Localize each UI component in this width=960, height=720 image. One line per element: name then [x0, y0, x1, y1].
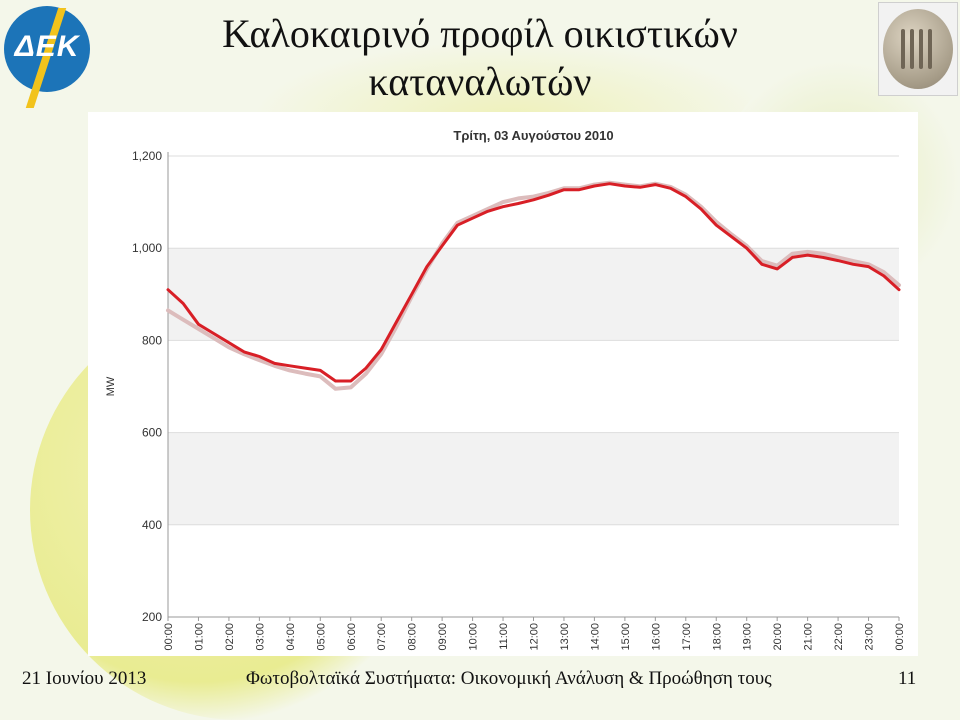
x-tick-label: 20:00 [772, 623, 784, 651]
x-tick-label: 01:00 [193, 623, 205, 651]
x-tick-label: 21:00 [803, 623, 815, 651]
y-tick-label: 600 [142, 426, 162, 440]
x-tick-label: 10:00 [468, 623, 480, 651]
x-tick-label: 00:00 [894, 623, 906, 651]
x-tick-label: 09:00 [437, 623, 449, 651]
x-tick-label: 07:00 [376, 623, 388, 651]
x-tick-label: 18:00 [711, 623, 723, 651]
company-logo: ΔΕΚ [4, 6, 90, 108]
x-tick-label: 14:00 [589, 623, 601, 651]
x-tick-label: 03:00 [254, 623, 266, 651]
x-tick-label: 00:00 [163, 623, 175, 651]
coin-icon [883, 9, 953, 89]
x-tick-label: 16:00 [650, 623, 662, 651]
x-tick-label: 06:00 [346, 623, 358, 651]
x-tick-label: 12:00 [529, 623, 541, 651]
x-tick-label: 15:00 [620, 623, 632, 651]
y-tick-label: 800 [142, 333, 162, 347]
x-tick-label: 08:00 [407, 623, 419, 651]
x-tick-label: 13:00 [559, 623, 571, 651]
chart-panel: 200 400 600 800 1,000 1,200 00:00 01:00 02:00 03:… [88, 112, 918, 656]
x-tick-label: 02:00 [224, 623, 236, 651]
x-tick-label: 11:00 [498, 623, 510, 650]
y-tick-label: 200 [142, 610, 162, 624]
x-tick-label: 04:00 [285, 623, 297, 651]
x-tick-label: 22:00 [833, 623, 845, 651]
footer-date: 21 Ιουνίου 2013 [22, 668, 147, 689]
logo-text: ΔΕΚ [14, 30, 80, 63]
coin-mark [928, 29, 932, 69]
ancient-coin-image [878, 2, 958, 96]
x-tick-label: 19:00 [742, 623, 754, 651]
coin-mark [919, 29, 923, 69]
x-tick-label: 17:00 [681, 623, 693, 651]
series-line-load [166, 182, 901, 383]
page-number: 11 [898, 668, 917, 689]
series-line-reference [166, 180, 901, 391]
coin-mark [901, 29, 905, 69]
y-tick-label: 400 [142, 518, 162, 532]
plot-band [168, 248, 899, 341]
load-profile-chart: 200 400 600 800 1,000 1,200 00:00 01:00 02:00 03:… [105, 128, 906, 651]
y-tick-label: 1,200 [132, 149, 162, 163]
y-axis-label: MW [105, 376, 117, 396]
plot-band [168, 432, 899, 525]
slide-title: Καλοκαιρινό προφίλ οικιστικών καταναλωτώ… [222, 11, 738, 104]
x-tick-label: 23:00 [864, 623, 876, 651]
coin-mark [910, 29, 914, 69]
footer-subtitle: Φωτοβολταϊκά Συστήματα: Οικονομική Ανάλυ… [246, 668, 772, 689]
x-tick-label: 05:00 [315, 623, 327, 651]
y-tick-label: 1,000 [132, 241, 162, 255]
chart-title: Τρίτη, 03 Αυγούστου 2010 [453, 128, 613, 143]
